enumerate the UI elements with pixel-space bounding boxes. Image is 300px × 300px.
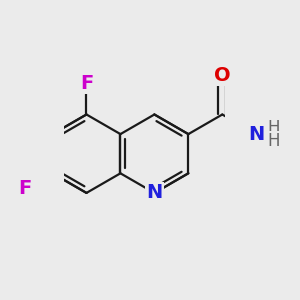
Text: H: H bbox=[267, 132, 280, 150]
Text: F: F bbox=[80, 74, 93, 93]
Text: F: F bbox=[19, 179, 32, 199]
Text: H: H bbox=[267, 119, 280, 137]
Text: N: N bbox=[146, 183, 163, 202]
Text: O: O bbox=[214, 66, 231, 85]
Text: N: N bbox=[248, 124, 264, 144]
